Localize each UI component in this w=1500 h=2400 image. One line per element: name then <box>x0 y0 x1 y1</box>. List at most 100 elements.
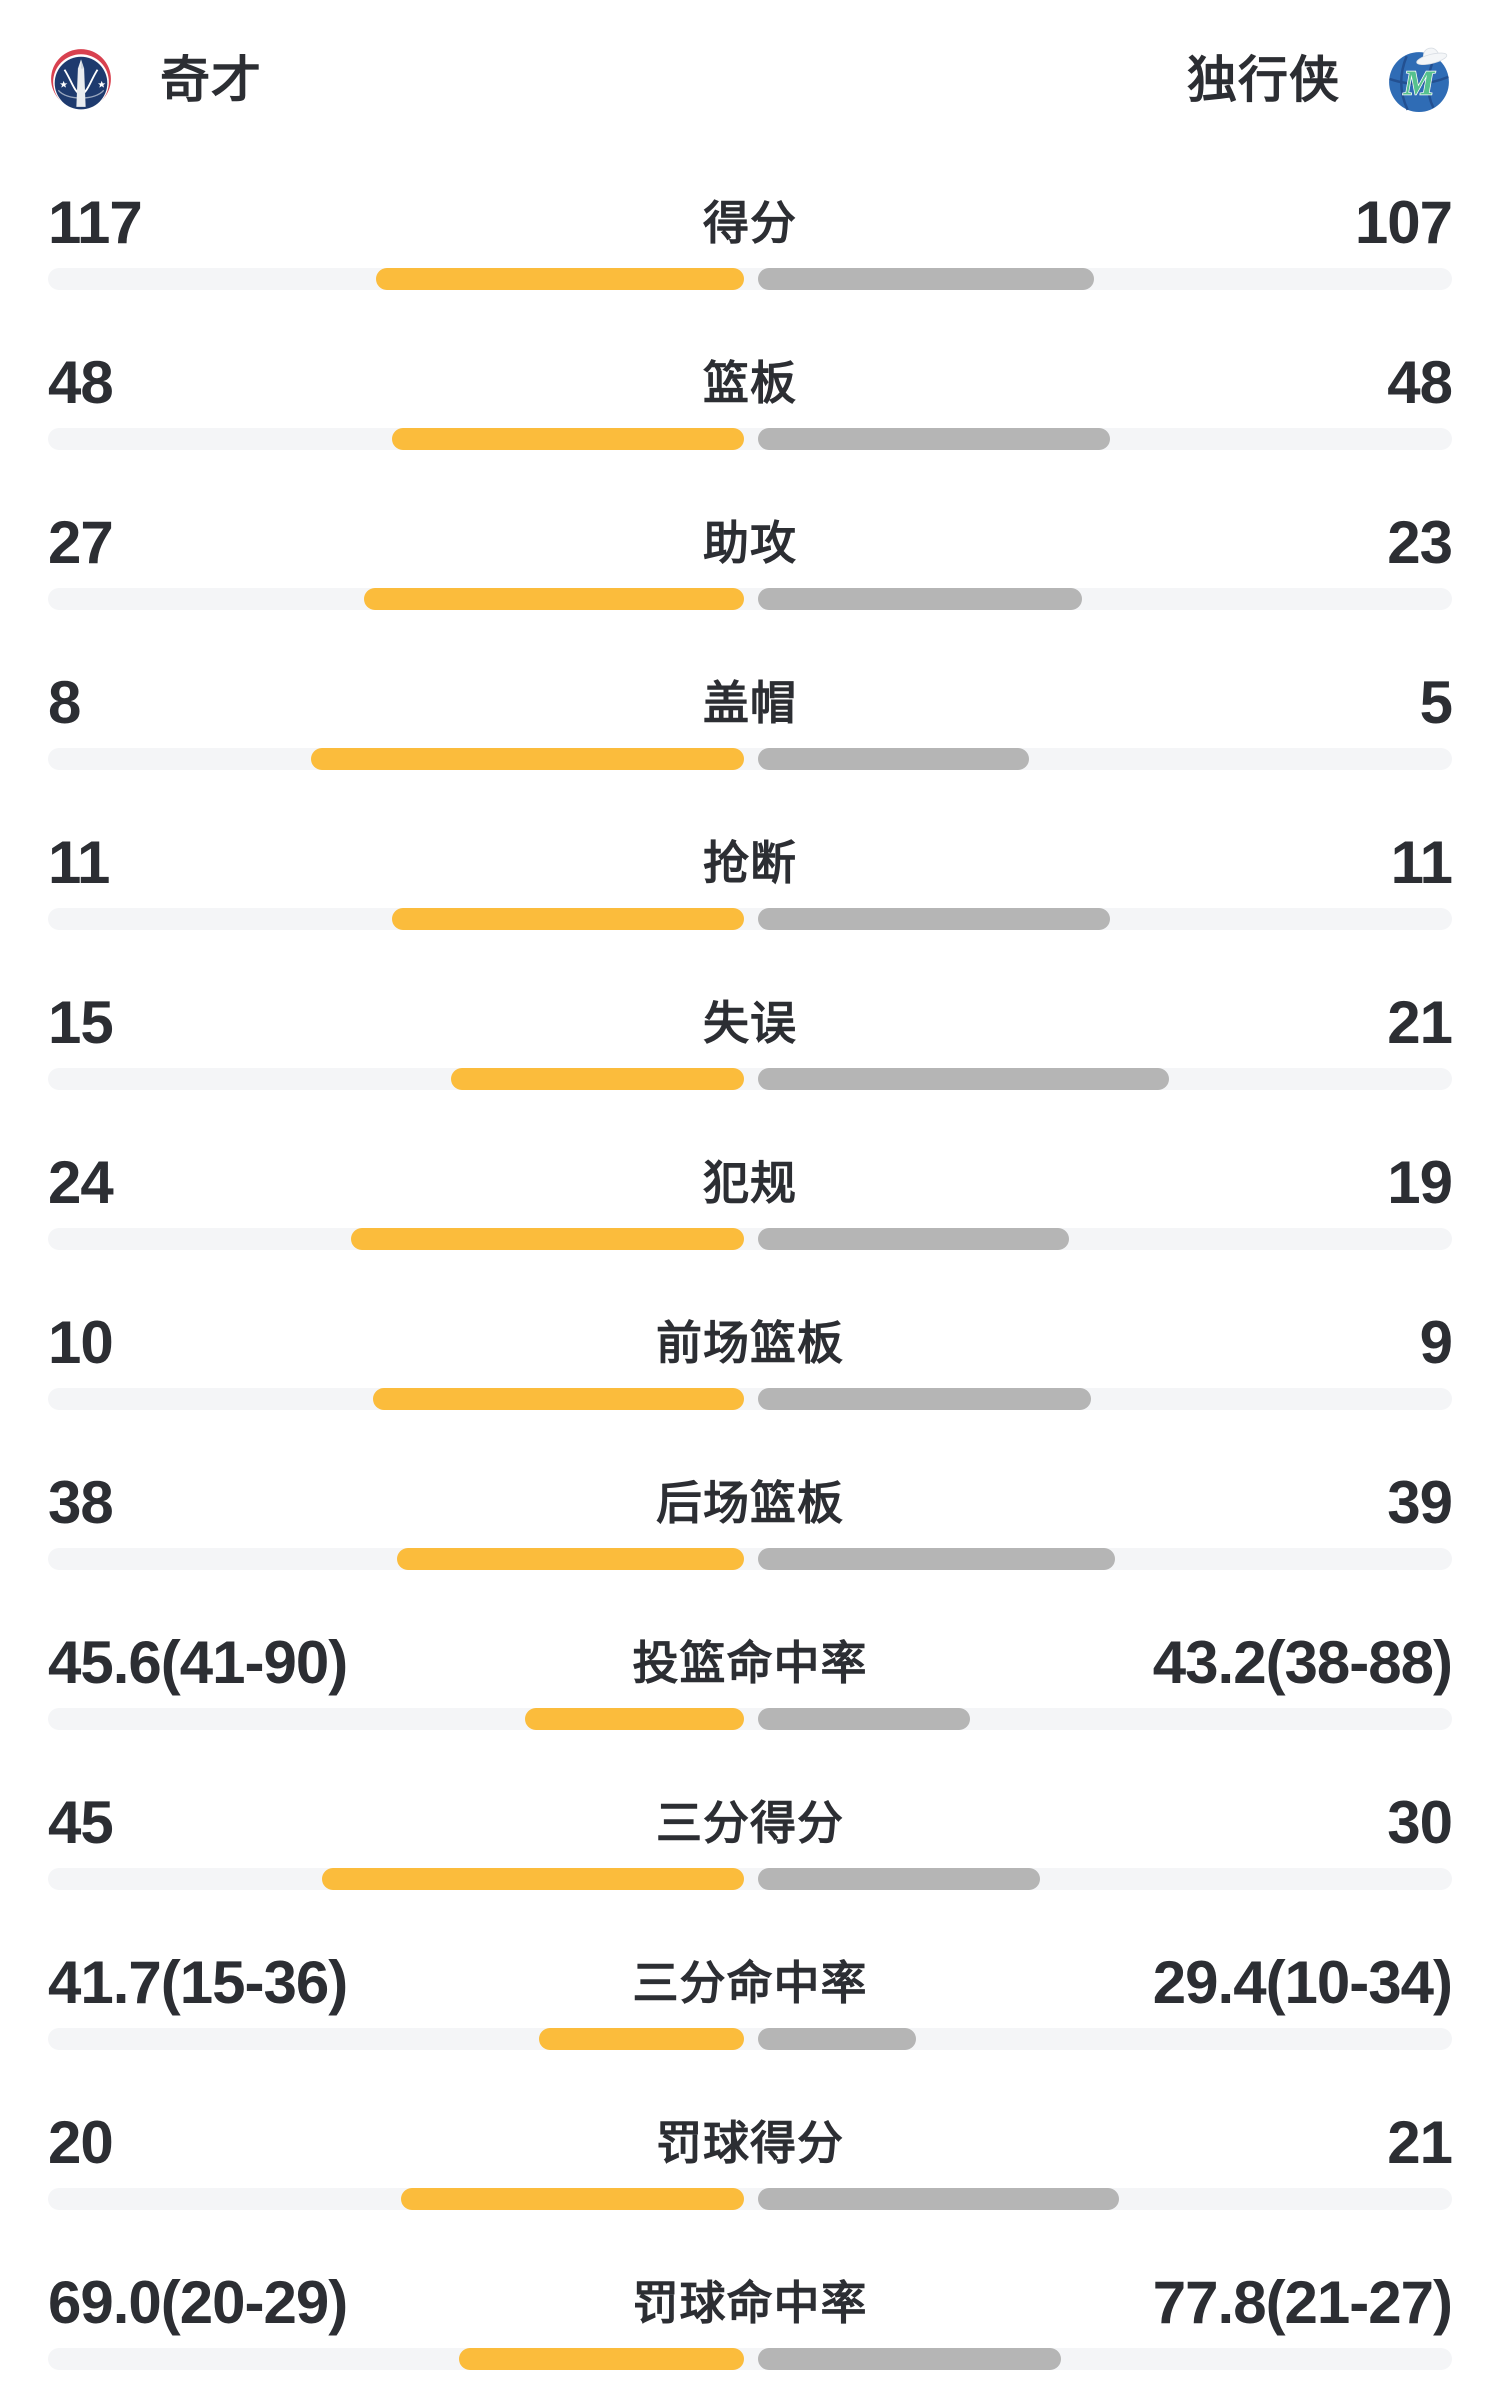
stat-row: 抢断 11 11 <box>48 800 1453 960</box>
stat-away-value: 77.8(21-27) <box>1152 2269 1453 2336</box>
stat-bar-track <box>48 1708 1452 1730</box>
stat-bar-home <box>539 2028 744 2050</box>
stat-label: 失误 <box>703 997 797 1049</box>
stat-row: 罚球命中率 69.0(20-29) 77.8(21-27) <box>48 2240 1453 2400</box>
stat-bar-home <box>401 2188 744 2210</box>
stat-line: 后场篮板 38 39 <box>48 1440 1453 1536</box>
stat-bar-away <box>758 1388 1091 1410</box>
stat-bar-home <box>364 588 744 610</box>
stat-line: 盖帽 8 5 <box>48 640 1453 736</box>
stat-away-value: 19 <box>1387 1149 1453 1216</box>
stat-home-value: 27 <box>48 509 114 576</box>
stat-line: 三分命中率 41.7(15-36) 29.4(10-34) <box>48 1920 1453 2016</box>
stat-away-value: 21 <box>1387 2109 1453 2176</box>
stat-bar-home <box>459 2348 744 2370</box>
stat-label: 篮板 <box>703 357 797 409</box>
stat-home-value: 11 <box>48 829 110 896</box>
stat-away-value: 30 <box>1387 1789 1453 1856</box>
stat-bar-away <box>758 2348 1061 2370</box>
stat-away-value: 29.4(10-34) <box>1152 1949 1453 2016</box>
stat-home-value: 41.7(15-36) <box>48 1949 348 2016</box>
stat-away-value: 11 <box>1390 829 1453 896</box>
stat-label: 罚球得分 <box>656 2117 844 2169</box>
stat-bar-away <box>758 1068 1169 1090</box>
stat-bar-away <box>758 1868 1040 1890</box>
header-away-team: 独行侠 M <box>1187 47 1452 113</box>
stat-label: 盖帽 <box>703 677 797 729</box>
stat-label: 后场篮板 <box>656 1477 844 1529</box>
stat-bar-track <box>48 1068 1452 1090</box>
stat-bar-away <box>758 2188 1119 2210</box>
stat-bar-home <box>322 1868 744 1890</box>
stat-away-value: 23 <box>1387 509 1453 576</box>
stat-bar-home <box>525 1708 744 1730</box>
stat-row: 盖帽 8 5 <box>48 640 1453 800</box>
stat-away-value: 5 <box>1419 669 1453 736</box>
stat-bar-track <box>48 1868 1452 1890</box>
stat-row: 助攻 27 23 <box>48 480 1453 640</box>
stat-bar-track <box>48 1228 1452 1250</box>
home-team-name: 奇才 <box>160 52 262 108</box>
stat-row: 罚球得分 20 21 <box>48 2080 1453 2240</box>
stat-label: 前场篮板 <box>656 1317 844 1369</box>
stat-line: 三分得分 45 30 <box>48 1760 1453 1856</box>
stat-line: 篮板 48 48 <box>48 320 1453 416</box>
stat-home-value: 8 <box>48 669 81 736</box>
stat-away-value: 39 <box>1387 1469 1453 1536</box>
stat-label: 三分得分 <box>656 1797 844 1849</box>
stat-bar-track <box>48 588 1452 610</box>
stat-row: 三分命中率 41.7(15-36) 29.4(10-34) <box>48 1920 1453 2080</box>
stat-bar-home <box>373 1388 744 1410</box>
stat-home-value: 45 <box>48 1789 114 1856</box>
stat-line: 投篮命中率 45.6(41-90) 43.2(38-88) <box>48 1600 1453 1696</box>
stat-home-value: 69.0(20-29) <box>48 2269 348 2336</box>
stat-row: 前场篮板 10 9 <box>48 1280 1453 1440</box>
stat-bar-away <box>758 1548 1115 1570</box>
stat-away-value: 107 <box>1354 189 1453 256</box>
stat-home-value: 15 <box>48 989 114 1056</box>
stat-label: 助攻 <box>703 517 797 569</box>
wizards-logo-icon <box>49 48 113 112</box>
stat-away-value: 48 <box>1387 349 1453 416</box>
stat-bar-home <box>397 1548 744 1570</box>
stat-bar-away <box>758 1708 970 1730</box>
stat-home-value: 117 <box>48 189 143 256</box>
stat-label: 犯规 <box>703 1157 797 1209</box>
stat-home-value: 45.6(41-90) <box>48 1629 348 1696</box>
stat-line: 罚球命中率 69.0(20-29) 77.8(21-27) <box>48 2240 1453 2336</box>
stat-home-value: 10 <box>48 1309 114 1376</box>
stat-bar-track <box>48 1388 1452 1410</box>
stat-bar-track <box>48 2028 1452 2050</box>
stat-bar-track <box>48 1548 1452 1570</box>
stat-bar-home <box>376 268 744 290</box>
stat-line: 抢断 11 11 <box>48 800 1453 896</box>
stat-bar-track <box>48 908 1452 930</box>
stat-bar-away <box>758 748 1029 770</box>
header: 奇才 独行侠 M <box>48 0 1452 160</box>
stat-home-value: 38 <box>48 1469 114 1536</box>
stat-bar-away <box>758 428 1110 450</box>
stat-bar-home <box>392 428 744 450</box>
stat-row: 后场篮板 38 39 <box>48 1440 1453 1600</box>
stat-row: 投篮命中率 45.6(41-90) 43.2(38-88) <box>48 1600 1453 1760</box>
stat-bar-away <box>758 908 1110 930</box>
stat-bar-track <box>48 428 1452 450</box>
mavericks-logo-icon: M <box>1389 47 1449 112</box>
stat-bar-away <box>758 2028 916 2050</box>
stat-bar-home <box>392 908 744 930</box>
stat-home-value: 48 <box>48 349 114 416</box>
stat-away-value: 21 <box>1387 989 1453 1056</box>
stat-row: 得分 117 107 <box>48 160 1453 320</box>
stat-line: 助攻 27 23 <box>48 480 1453 576</box>
stat-row: 失误 15 21 <box>48 960 1453 1120</box>
stat-bar-track <box>48 2348 1452 2370</box>
stat-home-value: 20 <box>48 2109 114 2176</box>
stat-home-value: 24 <box>48 1149 114 1216</box>
stat-bar-home <box>451 1068 744 1090</box>
stat-line: 犯规 24 19 <box>48 1120 1453 1216</box>
stat-row: 三分得分 45 30 <box>48 1760 1453 1920</box>
stat-label: 抢断 <box>703 837 797 889</box>
stat-line: 前场篮板 10 9 <box>48 1280 1453 1376</box>
stat-row: 犯规 24 19 <box>48 1120 1453 1280</box>
